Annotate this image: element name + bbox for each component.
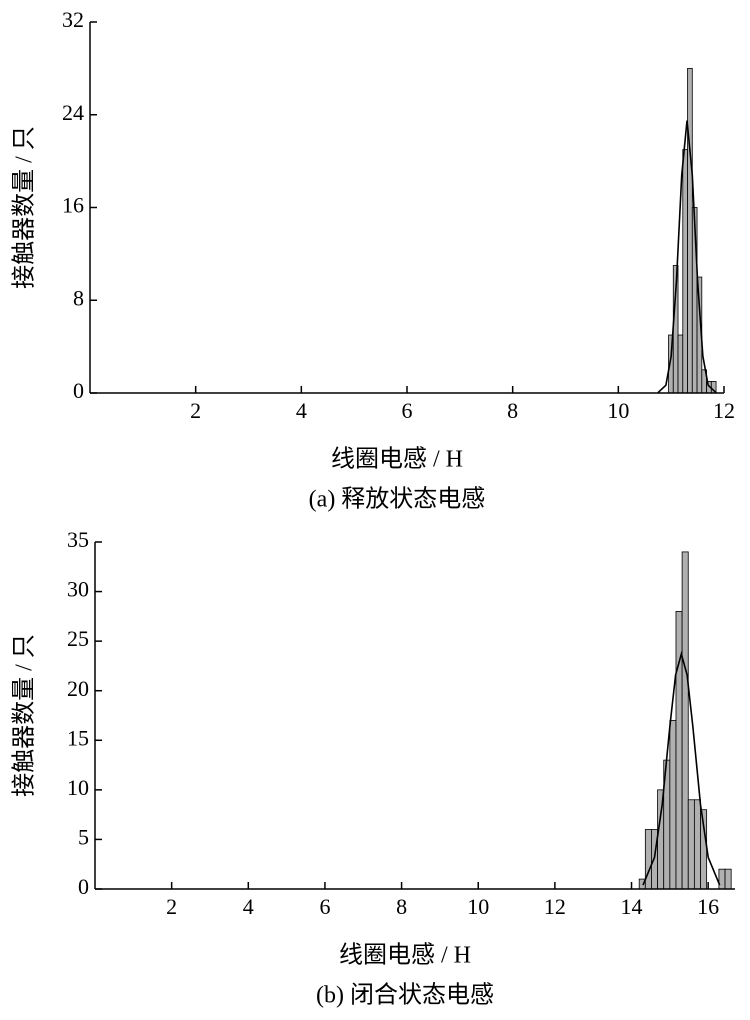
fit-curve (657, 120, 717, 394)
y-tick-label: 25 (67, 626, 89, 651)
fit-curve (642, 651, 721, 886)
x-tick-label: 8 (507, 398, 518, 423)
y-tick-label: 0 (78, 874, 89, 899)
x-tick-label: 4 (296, 398, 307, 423)
x-tick-label: 10 (607, 398, 629, 423)
y-tick-label: 10 (67, 775, 89, 800)
x-axis-label: 线圈电感 / H (331, 446, 463, 473)
x-tick-label: 4 (243, 894, 254, 919)
x-tick-label: 2 (166, 894, 177, 919)
bar (644, 829, 652, 890)
bar (677, 334, 684, 394)
y-tick-label: 20 (67, 676, 89, 701)
bar (687, 799, 695, 890)
y-tick-label: 30 (67, 577, 89, 602)
caption: (b) 闭合状态电感 (316, 982, 494, 1009)
bar (682, 149, 688, 394)
x-tick-label: 14 (621, 894, 643, 919)
bar (693, 799, 701, 890)
y-tick-label: 24 (62, 100, 84, 125)
bar (687, 67, 693, 394)
x-tick-label: 10 (467, 894, 489, 919)
y-tick-label: 32 (62, 7, 84, 32)
x-axis-label: 线圈电感 / H (339, 942, 471, 969)
y-tick-label: 5 (78, 824, 89, 849)
y-tick-label: 8 (73, 285, 84, 310)
x-tick-label: 6 (319, 894, 330, 919)
bar (669, 720, 677, 890)
x-tick-label: 8 (396, 894, 407, 919)
y-tick-label: 35 (67, 527, 89, 552)
y-tick-label: 0 (73, 378, 84, 403)
x-tick-label: 12 (544, 894, 566, 919)
x-tick-label: 16 (697, 894, 719, 919)
x-tick-label: 6 (402, 398, 413, 423)
y-axis-label: 接触器数量 / 只 (11, 126, 38, 289)
bar (681, 551, 689, 890)
bar (724, 868, 732, 890)
x-tick-label: 12 (713, 398, 735, 423)
y-tick-label: 15 (67, 725, 89, 750)
x-tick-label: 2 (190, 398, 201, 423)
bar (718, 868, 726, 890)
y-tick-label: 16 (62, 193, 84, 218)
y-axis-label: 接触器数量 / 只 (11, 634, 38, 797)
caption: (a) 释放状态电感 (309, 486, 486, 513)
